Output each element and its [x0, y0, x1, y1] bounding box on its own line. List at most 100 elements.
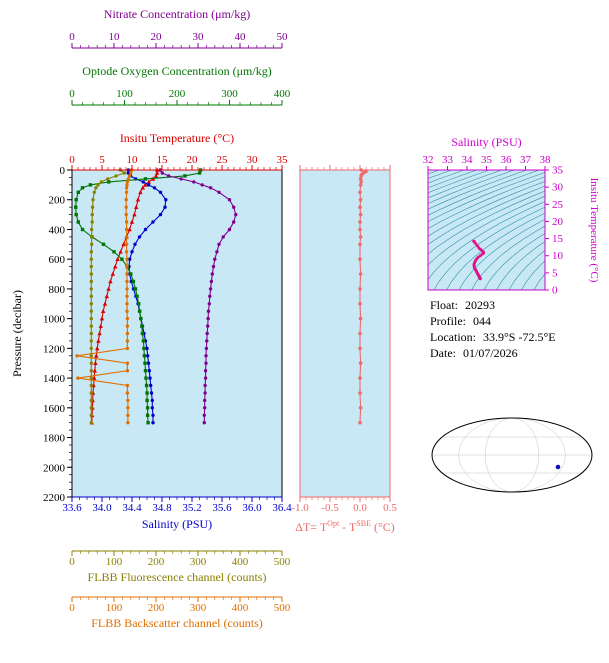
location-label: Location: — [430, 330, 476, 344]
svg-text:50: 50 — [277, 31, 289, 43]
oxygen-axis: 0 100 200 300 400 — [69, 88, 291, 106]
svg-text:500: 500 — [274, 556, 291, 568]
nitrate-profile — [158, 168, 238, 425]
svg-text:100: 100 — [116, 88, 133, 100]
location-row: Location: 33.9°S -72.5°E — [430, 329, 556, 345]
location-value: 33.9°S -72.5°E — [482, 330, 556, 344]
svg-text:10: 10 — [109, 31, 121, 43]
svg-text:0: 0 — [69, 154, 75, 166]
svg-text:33.6: 33.6 — [62, 502, 82, 514]
svg-text:36.0: 36.0 — [242, 502, 262, 514]
delta-t-label-sup-opt: Opt — [327, 519, 340, 528]
svg-text:40: 40 — [235, 31, 247, 43]
profile-row: Profile: 044 — [430, 313, 556, 329]
delta-t-axis-label: ΔT= TOpt - TSBE (°C) — [288, 517, 402, 534]
float-location-marker — [555, 464, 561, 470]
svg-text:35.2: 35.2 — [182, 502, 201, 514]
svg-text:34.4: 34.4 — [122, 502, 142, 514]
svg-text:25: 25 — [552, 199, 564, 211]
svg-text:35: 35 — [481, 154, 493, 166]
map-graticule — [432, 418, 592, 492]
backscatter-axis-label: FLBB Backscatter channel (counts) — [91, 616, 263, 630]
svg-text:38: 38 — [540, 154, 552, 166]
svg-text:300: 300 — [190, 556, 207, 568]
svg-text:20: 20 — [552, 216, 564, 228]
svg-text:1200: 1200 — [43, 343, 66, 355]
salinity-axis: 33.6 34.0 34.4 34.8 35.2 35.6 36.0 36.4 — [62, 496, 292, 514]
date-row: Date: 01/07/2026 — [430, 345, 556, 361]
svg-text:36: 36 — [501, 154, 513, 166]
svg-text:100: 100 — [106, 556, 123, 568]
float-id-row: Float: 20293 — [430, 297, 556, 313]
svg-text:0: 0 — [552, 285, 558, 297]
svg-text:400: 400 — [232, 556, 249, 568]
ts-diagram-panel: 32 33 34 35 36 37 38 0 5 10 15 20 25 30 35 — [423, 154, 564, 297]
float-value: 20293 — [465, 298, 496, 312]
svg-text:0: 0 — [60, 165, 66, 177]
svg-text:35.6: 35.6 — [212, 502, 232, 514]
svg-text:0: 0 — [69, 602, 75, 614]
svg-text:34: 34 — [462, 154, 474, 166]
svg-text:25: 25 — [217, 154, 229, 166]
svg-text:0: 0 — [69, 556, 75, 568]
svg-text:200: 200 — [148, 556, 165, 568]
svg-text:1400: 1400 — [43, 373, 66, 385]
svg-text:5: 5 — [99, 154, 105, 166]
backscatter-profile — [75, 168, 134, 425]
backscatter-axis: 0 100 200 300 400 500 — [69, 596, 291, 614]
svg-text:34.8: 34.8 — [152, 502, 172, 514]
svg-text:400: 400 — [274, 88, 291, 100]
profile-value: 044 — [473, 314, 491, 328]
pressure-axis: 0 200 400 600 800 1000 1200 1400 1600 1800 2000 220… — [43, 165, 283, 504]
svg-text:15: 15 — [552, 233, 564, 245]
ts-salinity-axis-label: Salinity (PSU) — [451, 135, 522, 149]
svg-text:30: 30 — [247, 154, 259, 166]
svg-text:2000: 2000 — [43, 462, 66, 474]
fluorescence-axis-label: FLBB Fluorescence channel (counts) — [87, 570, 267, 584]
delta-t-label-part: (°C) — [370, 520, 395, 534]
ts-temperature-axis-label: Insitu Temperature (°C) — [588, 177, 600, 283]
svg-text:36.4: 36.4 — [272, 502, 292, 514]
svg-text:20: 20 — [187, 154, 199, 166]
svg-text:0.5: 0.5 — [383, 502, 397, 514]
svg-text:34.0: 34.0 — [92, 502, 112, 514]
svg-text:400: 400 — [232, 602, 249, 614]
delta-t-label-part: ΔT= T — [295, 520, 328, 534]
svg-text:10: 10 — [552, 250, 564, 262]
svg-text:800: 800 — [49, 284, 66, 296]
svg-text:200: 200 — [49, 195, 66, 207]
svg-text:1600: 1600 — [43, 403, 66, 415]
svg-text:400: 400 — [49, 224, 66, 236]
density-contours — [428, 170, 545, 290]
svg-text:5: 5 — [552, 267, 558, 279]
svg-text:33: 33 — [442, 154, 454, 166]
svg-text:1800: 1800 — [43, 433, 66, 445]
float-label: Float: — [430, 298, 459, 312]
svg-text:20: 20 — [151, 31, 163, 43]
date-value: 01/07/2026 — [463, 346, 518, 360]
svg-text:37: 37 — [520, 154, 532, 166]
svg-text:-1.0: -1.0 — [291, 502, 309, 514]
svg-text:30: 30 — [193, 31, 205, 43]
svg-text:2200: 2200 — [43, 492, 66, 504]
svg-text:600: 600 — [49, 254, 66, 266]
svg-text:1000: 1000 — [43, 314, 66, 326]
svg-text:35: 35 — [277, 154, 289, 166]
delta-t-label-part: - T — [339, 520, 357, 534]
salinity-axis-label: Salinity (PSU) — [141, 517, 213, 531]
oxygen-axis-label: Optode Oxygen Concentration (μm/kg) — [82, 64, 272, 78]
svg-text:35: 35 — [552, 165, 564, 177]
svg-text:32: 32 — [423, 154, 434, 166]
profile-label: Profile: — [430, 314, 466, 328]
svg-text:0: 0 — [69, 88, 75, 100]
delta-t-panel: -1.0 -0.5 0.0 0.5 — [291, 165, 397, 514]
svg-text:200: 200 — [148, 602, 165, 614]
svg-text:500: 500 — [274, 602, 291, 614]
temperature-axis: 0 5 10 15 20 25 30 35 — [69, 154, 289, 171]
svg-text:100: 100 — [106, 602, 123, 614]
svg-text:0.0: 0.0 — [353, 502, 367, 514]
date-label: Date: — [430, 346, 456, 360]
main-profile-plot — [72, 167, 282, 497]
